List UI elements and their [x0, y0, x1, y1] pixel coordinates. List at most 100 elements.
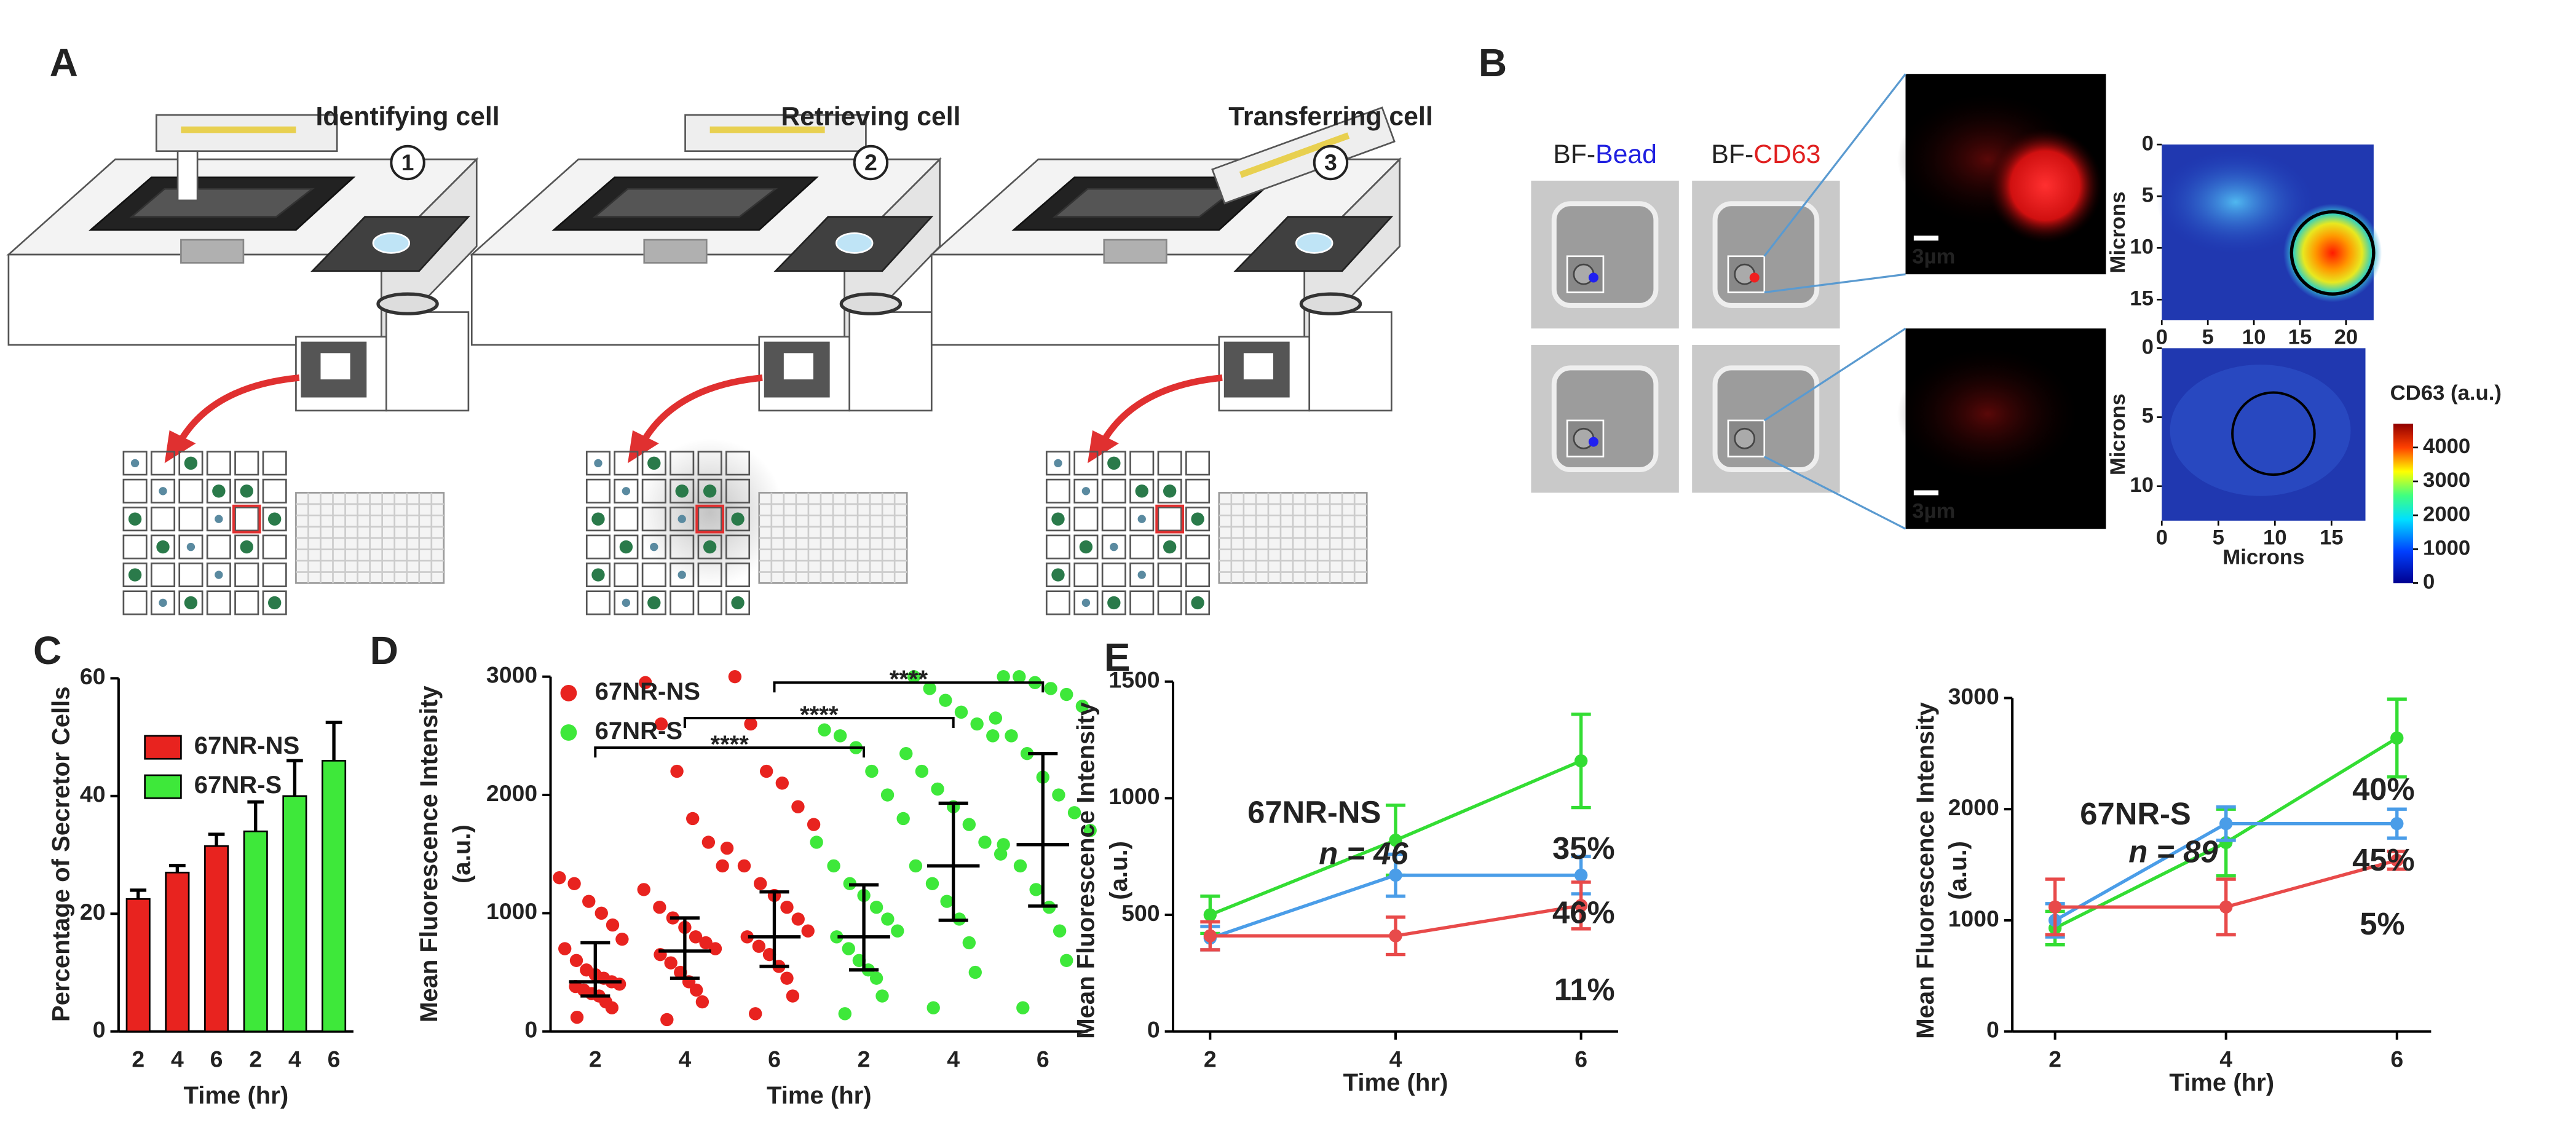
point [1060, 954, 1073, 967]
colorbar-tick-label: 4000 [2423, 435, 2470, 458]
arrow-head [1088, 430, 1119, 464]
x-tick-label: 4 [1389, 1046, 1402, 1072]
column-title-part: BF- [1711, 140, 1753, 169]
x-tick-label: 6 [328, 1046, 341, 1072]
cell [267, 512, 282, 526]
point [880, 788, 895, 802]
zoom-line [1763, 327, 1906, 422]
point [1083, 824, 1097, 837]
cell [1081, 598, 1091, 607]
point [728, 670, 742, 684]
well [1157, 478, 1182, 504]
well [1073, 451, 1099, 476]
point [962, 818, 976, 831]
y-axis-label: (a.u.) [1105, 841, 1132, 900]
legend-swatch [144, 774, 182, 799]
point [896, 812, 910, 826]
cell [647, 456, 661, 470]
point [780, 901, 794, 914]
point [660, 1013, 674, 1027]
well [1185, 451, 1211, 476]
legend-swatch [560, 724, 577, 741]
point [569, 954, 583, 967]
well [697, 562, 722, 588]
x-tick-label: 4 [171, 1046, 184, 1072]
outline [2231, 391, 2316, 476]
x-axis-label: Time (hr) [767, 1082, 872, 1109]
annotation: 67NR-S [2080, 796, 2191, 831]
point [749, 1007, 762, 1021]
point [720, 841, 734, 855]
cell [1054, 459, 1062, 468]
point [801, 924, 815, 938]
well [1045, 562, 1071, 588]
well [1129, 451, 1155, 476]
point [907, 670, 921, 684]
well [1101, 534, 1126, 559]
well [178, 478, 203, 504]
point [827, 859, 840, 873]
y-axis-label: Mean Fluorescence Intensity [1073, 701, 1100, 1038]
cell [1135, 484, 1148, 498]
point [780, 971, 794, 985]
selection [695, 504, 725, 534]
well [614, 507, 639, 532]
well [206, 562, 231, 588]
x-tick-label: 6 [1574, 1046, 1587, 1072]
significance-bracket [683, 716, 955, 729]
legend-label: 67NR-NS [595, 678, 700, 705]
bar [322, 760, 347, 1033]
point [2390, 853, 2404, 867]
well [641, 507, 666, 532]
well [585, 534, 611, 559]
arrow-head [164, 430, 196, 464]
x-tick-label: 6 [210, 1046, 223, 1072]
step-title: Retrieving cell [781, 102, 960, 132]
cell [731, 596, 745, 610]
bar [125, 898, 151, 1033]
x-tick-label: 2 [249, 1046, 262, 1072]
point [582, 895, 596, 908]
cell [215, 515, 223, 523]
well [1045, 590, 1071, 615]
point [970, 717, 984, 731]
well [725, 451, 751, 476]
shape [1243, 353, 1273, 380]
cell [594, 459, 603, 468]
x-tick-label: 4 [2219, 1046, 2232, 1072]
well [697, 507, 722, 532]
column-title-part: BF- [1553, 140, 1595, 169]
x-tick-label: 2 [858, 1046, 871, 1072]
point [2219, 816, 2233, 831]
well [1129, 478, 1155, 504]
well [262, 507, 287, 532]
well [262, 451, 287, 476]
heat [2283, 203, 2382, 302]
point [1067, 806, 1081, 820]
panel-label: E [1104, 635, 1131, 679]
annotation: 35% [1552, 831, 1615, 866]
colorbar-tick-label: 1000 [2423, 536, 2470, 559]
cell [1137, 571, 1146, 579]
y-tick-label: 0 [2142, 336, 2154, 359]
well [178, 451, 203, 476]
y-tick-label: 1000 [1108, 783, 1160, 809]
y-tick-label: 500 [1121, 900, 1160, 926]
point [997, 670, 1010, 684]
shape [376, 292, 439, 315]
cell [1081, 487, 1091, 496]
well [641, 534, 666, 559]
x-tick-label: 0 [2156, 526, 2168, 549]
colorbar-tick-label: 2000 [2423, 502, 2470, 526]
step-circle [1313, 144, 1349, 181]
shape [1299, 292, 1362, 315]
well [697, 590, 722, 615]
cell [591, 568, 605, 582]
point [842, 942, 855, 955]
well [1157, 590, 1182, 615]
well [1157, 507, 1182, 532]
arrow-head [628, 430, 659, 464]
point [1060, 687, 1073, 701]
legend-swatch [560, 685, 577, 701]
cell [156, 540, 170, 554]
